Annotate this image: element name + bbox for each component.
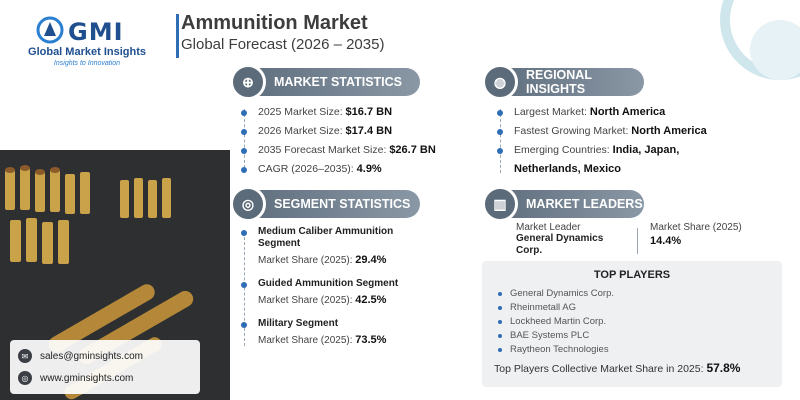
leader-label: Market Leader	[516, 222, 581, 233]
regional-insights-list: Largest Market: North America Fastest Gr…	[496, 103, 786, 179]
segment-statistics-list: Medium Caliber Ammunition Segment Market…	[240, 226, 470, 352]
market-leader: Market Leader General Dynamics Corp.	[516, 222, 603, 257]
website-text: www.gminsights.com	[40, 372, 134, 384]
leader-share-label: Market Share (2025)	[650, 222, 742, 233]
page-title: Ammunition Market	[181, 12, 368, 34]
contact-box: ✉ sales@gminsights.com ◎ www.gminsights.…	[10, 340, 200, 394]
brand-logo[interactable]: GMI Global Market Insights Insights to I…	[12, 12, 172, 72]
emerging-countries-cont: Netherlands, Mexico	[514, 163, 621, 175]
market-statistics-header: ⊕ MARKET STATISTICS	[230, 64, 420, 100]
title-accent-bar	[176, 14, 179, 58]
contact-email[interactable]: ✉ sales@gminsights.com	[18, 346, 143, 366]
decorative-ring	[720, 0, 800, 80]
top-players-title: TOP PLAYERS	[593, 269, 671, 281]
player-item: Lockheed Martin Corp.	[498, 315, 614, 329]
stat-2025-size: 2025 Market Size: $16.7 BN	[240, 103, 470, 122]
leader-divider	[637, 228, 638, 254]
globe-icon: ◍	[482, 64, 518, 100]
top-players-panel: TOP PLAYERS General Dynamics Corp. Rhein…	[482, 261, 782, 387]
player-item: Raytheon Technologies	[498, 343, 614, 357]
bullet-connector	[500, 109, 501, 173]
leader-share: Market Share (2025) 14.4%	[650, 222, 742, 247]
segment-guided: Guided Ammunition Segment Market Share (…	[240, 278, 470, 318]
email-icon: ✉	[18, 349, 32, 363]
decorative-circle	[750, 20, 800, 80]
page-subtitle: Global Forecast (2026 – 2035)	[181, 36, 385, 53]
largest-market: Largest Market: North America	[496, 103, 786, 122]
email-text: sales@gminsights.com	[40, 350, 143, 362]
bullet-connector	[244, 232, 245, 346]
globe-chart-icon: ⊕	[230, 64, 266, 100]
leader-chart-icon: ▥	[482, 186, 518, 222]
brand-subtitle: Global Market Insights	[28, 46, 146, 58]
market-statistics-title: MARKET STATISTICS	[274, 75, 403, 89]
regional-insights-title: REGIONAL INSIGHTS	[526, 68, 592, 96]
gmi-logo-icon	[36, 16, 64, 44]
stat-cagr: CAGR (2026–2035): 4.9%	[240, 160, 470, 179]
segment-statistics-header: ◎ SEGMENT STATISTICS	[230, 186, 420, 222]
emerging-countries: Emerging Countries: India, Japan,	[496, 141, 786, 160]
brand-name: GMI	[68, 18, 124, 46]
top-players-total: Top Players Collective Market Share in 2…	[494, 361, 741, 375]
market-statistics-list: 2025 Market Size: $16.7 BN 2026 Market S…	[240, 103, 470, 179]
fastest-growing-market: Fastest Growing Market: North America	[496, 122, 786, 141]
regional-insights-header: ◍ REGIONAL INSIGHTS	[482, 64, 644, 100]
market-leaders-title: MARKET LEADERS	[526, 197, 643, 211]
player-item: Rheinmetall AG	[498, 301, 614, 315]
bullet-connector	[244, 109, 245, 173]
market-leaders-header: ▥ MARKET LEADERS	[482, 186, 644, 222]
globe-icon: ◎	[18, 371, 32, 385]
segment-military: Military Segment Market Share (2025): 73…	[240, 318, 470, 352]
leader-share-value: 14.4%	[650, 235, 682, 247]
segment-statistics-title: SEGMENT STATISTICS	[274, 197, 411, 211]
top-players-list: General Dynamics Corp. Rheinmetall AG Lo…	[498, 287, 614, 357]
leader-name: General Dynamics	[516, 233, 604, 244]
contact-website[interactable]: ◎ www.gminsights.com	[18, 368, 133, 388]
player-item: General Dynamics Corp.	[498, 287, 614, 301]
segment-medium-caliber: Medium Caliber Ammunition Segment Market…	[240, 226, 470, 278]
target-icon: ◎	[230, 186, 266, 222]
stat-2026-size: 2026 Market Size: $17.4 BN	[240, 122, 470, 141]
player-item: BAE Systems PLC	[498, 329, 614, 343]
stat-2035-forecast: 2035 Forecast Market Size: $26.7 BN	[240, 141, 470, 160]
brand-tagline: Insights to Innovation	[53, 60, 121, 67]
left-panel: GMI Global Market Insights Insights to I…	[0, 0, 230, 400]
leader-name-cont: Corp.	[516, 245, 543, 256]
